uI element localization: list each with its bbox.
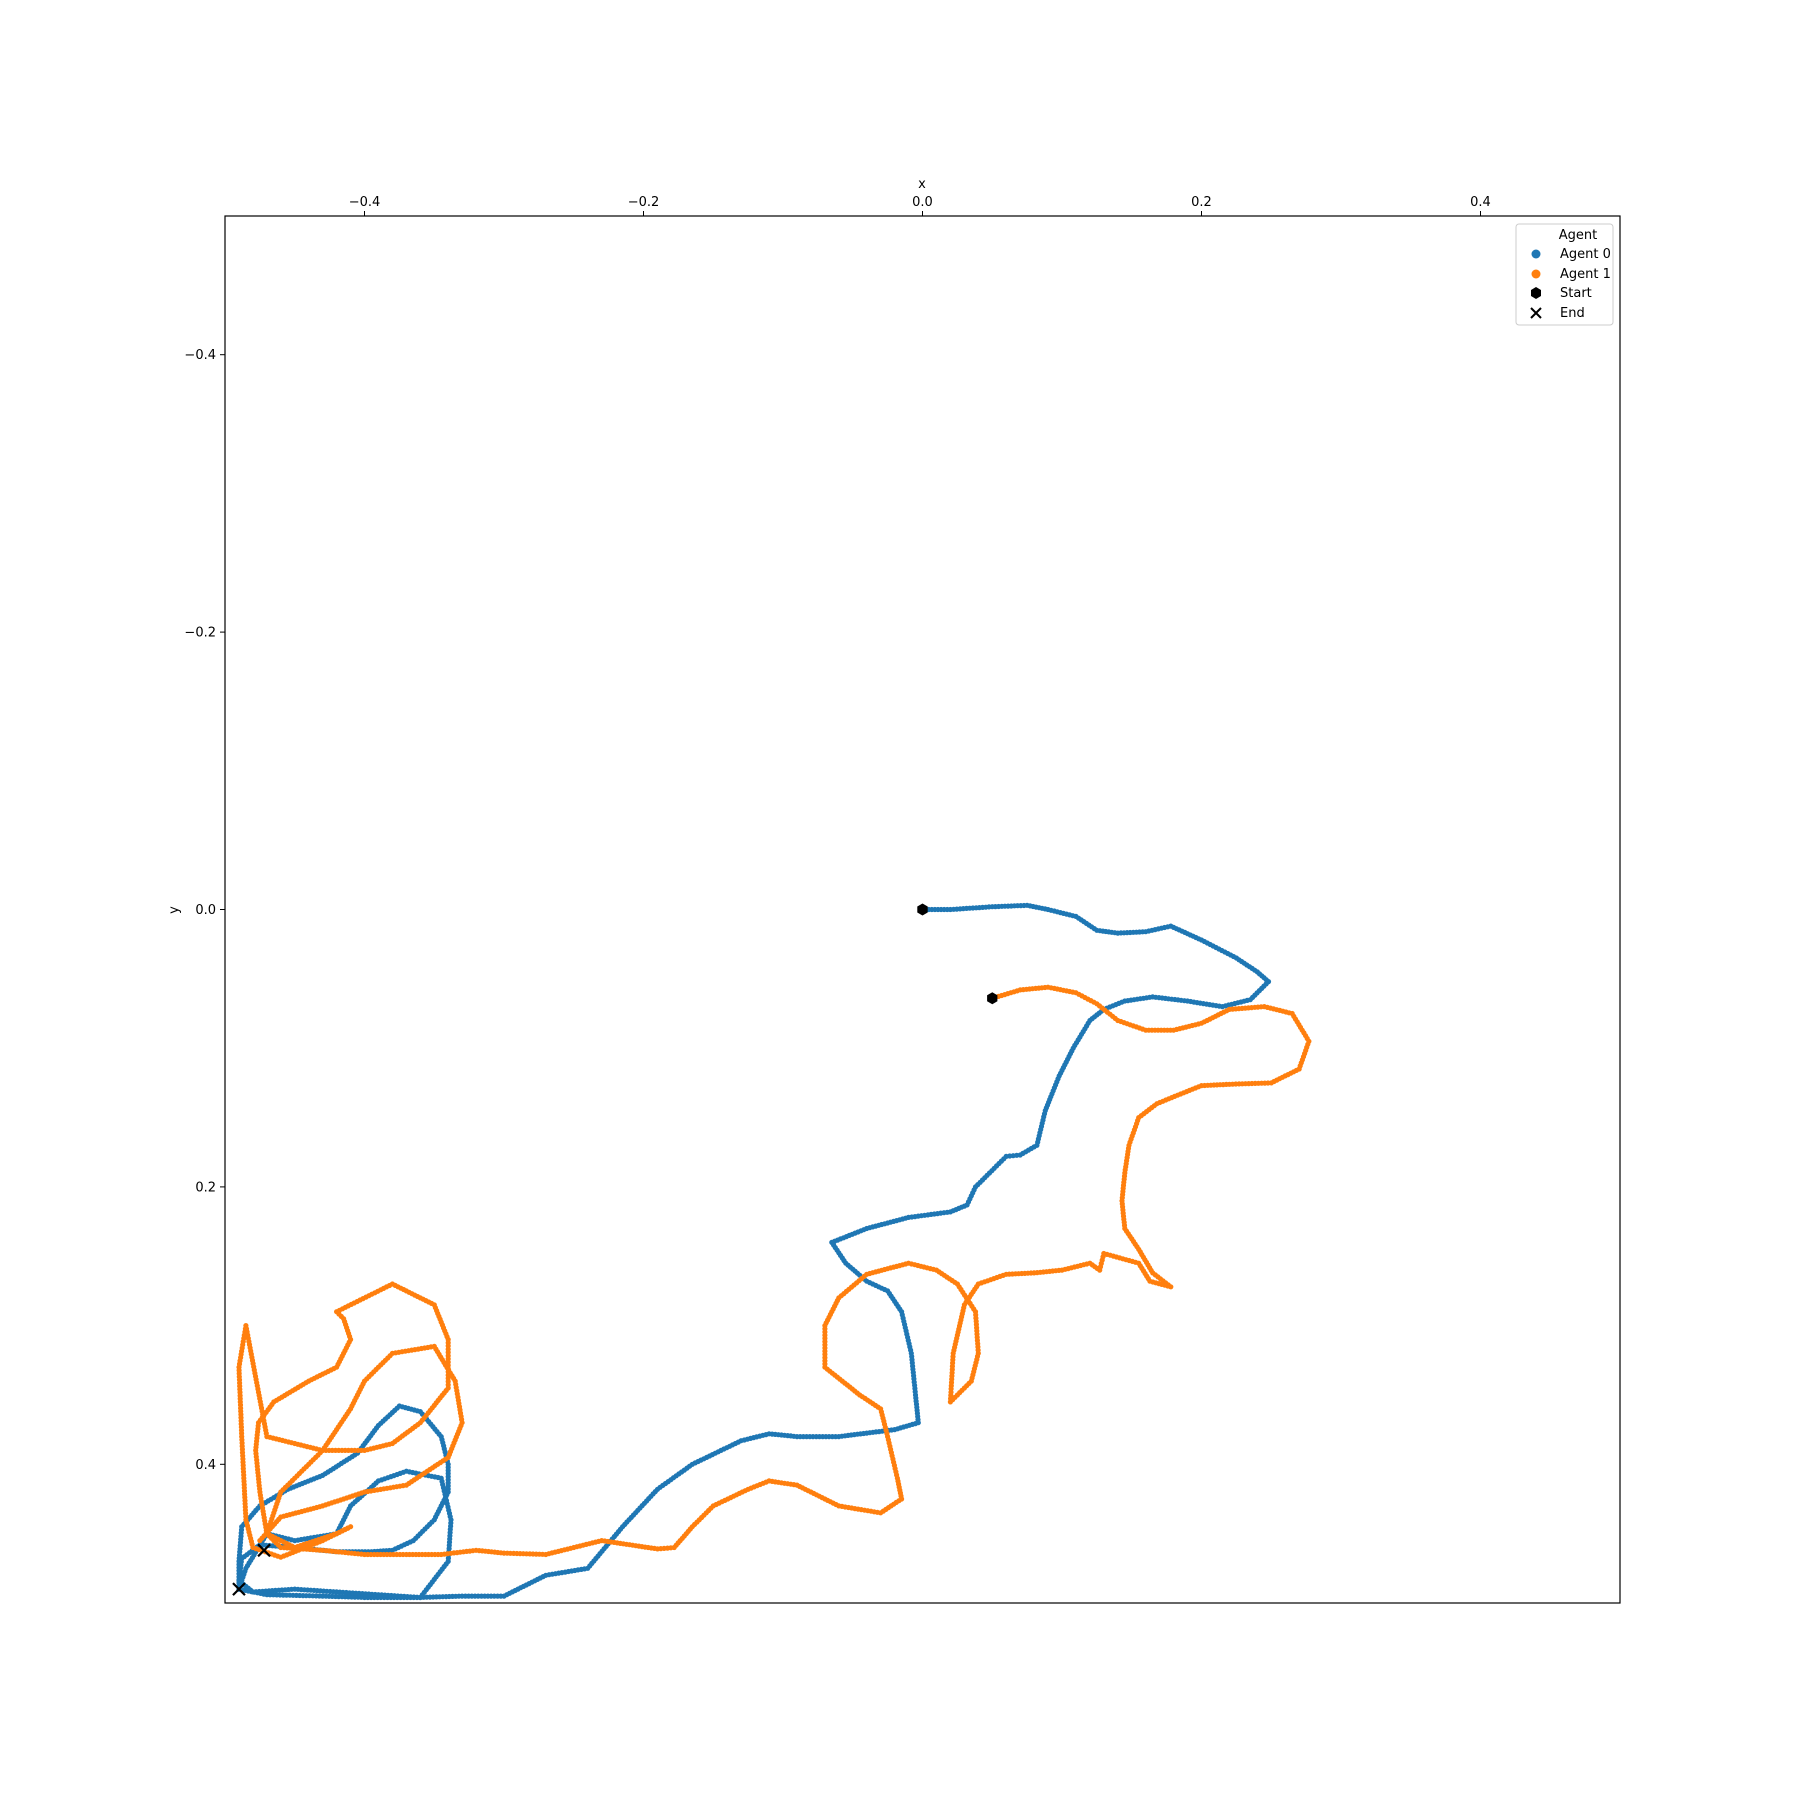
- end-marker: [232, 1582, 246, 1596]
- legend-marker-end: [1530, 307, 1542, 319]
- start-marker: [987, 992, 998, 1005]
- y-axis-label: y: [167, 906, 182, 914]
- y-tick-label: −0.2: [184, 626, 216, 641]
- x-axis-ticks: −0.4 −0.2 0.0 0.2 0.4: [349, 195, 1491, 216]
- plot-area: [232, 902, 1312, 1601]
- series-agent-1: [236, 984, 1312, 1560]
- legend-frame: [1515, 223, 1614, 326]
- y-tick-label: 0.2: [195, 1180, 216, 1195]
- y-tick-label: −0.4: [184, 348, 216, 363]
- x-tick-label: 0.2: [1191, 195, 1212, 210]
- legend-marker-start: [1531, 287, 1541, 299]
- legend-marker-agent-1: [1531, 269, 1541, 279]
- legend: Agent Agent 0 Agent 1 Start End: [1515, 223, 1614, 326]
- start-marker: [917, 903, 928, 916]
- data-point: [257, 1537, 263, 1544]
- legend-label-start: Start: [1560, 286, 1592, 301]
- end-marker: [257, 1543, 271, 1558]
- x-axis-label: x: [918, 177, 926, 192]
- legend-label-agent-0: Agent 0: [1560, 247, 1611, 262]
- legend-marker-agent-0: [1531, 249, 1541, 259]
- y-tick-label: 0.4: [195, 1458, 216, 1473]
- x-tick-label: 0.0: [912, 195, 933, 210]
- legend-label-agent-1: Agent 1: [1560, 267, 1611, 282]
- x-tick-label: −0.4: [349, 195, 381, 210]
- y-axis-ticks: −0.4 −0.2 0.0 0.2 0.4: [184, 348, 225, 1473]
- y-tick-label: 0.0: [195, 903, 216, 918]
- x-tick-label: 0.4: [1470, 195, 1491, 210]
- x-tick-label: −0.2: [628, 195, 660, 210]
- legend-title: Agent: [1559, 228, 1597, 243]
- legend-label-end: End: [1560, 306, 1585, 321]
